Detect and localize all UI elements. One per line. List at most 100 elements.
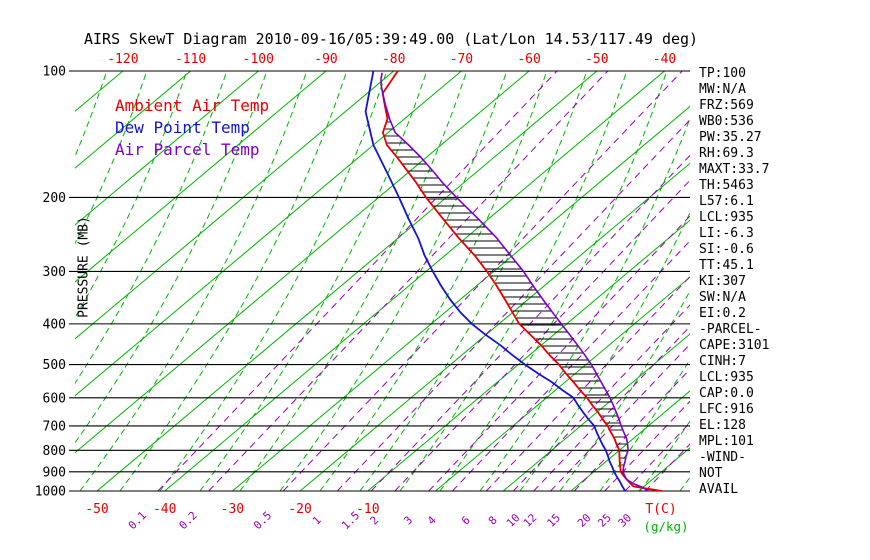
top-temp-tick-label: -60 <box>517 52 540 67</box>
mixing-ratio-tick-label: 25 <box>595 511 614 530</box>
mixing-ratio-line <box>370 154 690 491</box>
top-temp-tick-label: -110 <box>175 52 206 67</box>
stat-line-21: LFC:916 <box>699 402 754 417</box>
stat-line-15: EI:0.2 <box>699 306 746 321</box>
svg-text:25: 25 <box>595 511 614 530</box>
mixing-ratio-line <box>512 304 690 491</box>
mixing-ratio-tick-label: 0.2 <box>177 509 200 532</box>
chart-title: AIRS SkewT Diagram 2010-09-16/05:39:49.0… <box>84 30 699 48</box>
moist-adiabat-line <box>239 71 468 491</box>
svg-text:6: 6 <box>459 514 473 528</box>
moist-adiabat-line <box>840 71 870 491</box>
mixing-unit-label: (g/kg) <box>643 519 688 534</box>
stat-line-14: SW:N/A <box>699 290 746 305</box>
pressure-tick-label: 700 <box>43 419 66 434</box>
mixing-ratio-tick-label: 0.1 <box>126 509 149 532</box>
stat-line-19: LCL:935 <box>699 370 754 385</box>
stat-line-10: LI:-6.3 <box>699 226 754 241</box>
mixing-ratio-tick-label: 12 <box>521 511 540 530</box>
stat-line-7: TH:5463 <box>699 178 754 193</box>
svg-text:8: 8 <box>486 514 500 528</box>
svg-text:20: 20 <box>575 511 594 530</box>
mixing-ratio-line <box>573 368 690 491</box>
stat-line-18: CINH:7 <box>699 354 746 369</box>
legend: Ambient Air Temp Dew Point Temp Air Parc… <box>115 95 269 161</box>
moist-adiabat-line <box>75 71 188 319</box>
top-temp-tick-label: -80 <box>382 52 405 67</box>
grid-lines <box>75 71 870 491</box>
isotherm-line <box>75 71 191 169</box>
stats-panel: TP:100 MW:N/A FRZ:569 WB0:536 PW:35.27 RH:69.… <box>699 66 769 498</box>
stat-line-12: TT:45.1 <box>699 258 754 273</box>
bottom-temp-tick-label: -10 <box>356 502 379 517</box>
isotherm-line <box>435 276 690 491</box>
stat-line-16: -PARCEL- <box>699 322 762 337</box>
moist-adiabat-line <box>319 71 548 491</box>
pressure-tick-label: 900 <box>43 465 66 480</box>
mixing-ratio-tick-label: 1 <box>310 514 324 528</box>
moist-adiabat-line <box>75 71 268 444</box>
mixing-ratio-tick-label: 20 <box>575 511 594 530</box>
mixing-ratio-line <box>550 343 690 491</box>
mixing-ratio-line <box>157 71 558 491</box>
moist-adiabat-line <box>199 71 428 491</box>
stat-line-4: PW:35.27 <box>699 130 762 145</box>
moist-adiabat-line <box>79 71 308 491</box>
temp-unit-label: T(C) <box>645 502 676 517</box>
svg-text:0.1: 0.1 <box>126 509 149 532</box>
moist-adiabat-line <box>519 211 690 491</box>
mixing-ratio-line <box>208 71 609 491</box>
pressure-tick-label: 300 <box>43 265 66 280</box>
mixing-ratio-line <box>452 240 690 491</box>
moist-adiabat-line <box>800 71 870 491</box>
isotherm-line <box>75 71 462 397</box>
svg-text:12: 12 <box>521 511 540 530</box>
mixing-ratio-tick-label: 8 <box>486 514 500 528</box>
pressure-tick-label: 500 <box>43 358 66 373</box>
svg-text:30: 30 <box>616 511 635 530</box>
moist-adiabat-line <box>439 71 668 491</box>
stat-line-13: KI:307 <box>699 274 746 289</box>
top-temp-tick-label: -50 <box>585 52 608 67</box>
mixing-ratio-tick-label: 0.5 <box>251 509 274 532</box>
stat-line-0: TP:100 <box>699 66 746 81</box>
isotherm-line <box>164 71 665 491</box>
legend-dew-point-temp: Dew Point Temp <box>115 118 250 137</box>
svg-text:0.5: 0.5 <box>251 509 274 532</box>
pressure-tick-label: 100 <box>43 65 66 80</box>
isotherm-line <box>570 390 690 491</box>
svg-text:4: 4 <box>425 513 439 527</box>
mixing-ratio-line <box>282 71 683 491</box>
stat-line-9: LCL:935 <box>699 210 754 225</box>
isotherm-line <box>96 71 598 491</box>
stat-line-24: -WIND- <box>699 450 746 465</box>
top-temp-tick-label: -120 <box>107 52 138 67</box>
stat-line-6: MAXT:33.7 <box>699 162 770 177</box>
pressure-axis-label: PRESSURE (MB) <box>76 216 92 318</box>
legend-ambient-air-temp: Ambient Air Temp <box>115 96 270 115</box>
moist-adiabat-line <box>159 71 388 491</box>
mixing-ratio-line <box>485 275 690 491</box>
mixing-ratio-line <box>604 400 690 491</box>
stat-line-5: RH:69.3 <box>699 146 754 161</box>
stat-line-11: SI:-0.6 <box>699 242 754 257</box>
svg-text:0.2: 0.2 <box>177 509 200 532</box>
stat-line-22: EL:128 <box>699 418 746 433</box>
moist-adiabat-line <box>279 71 508 491</box>
isotherm-line <box>75 71 530 454</box>
bottom-temp-tick-label: -20 <box>288 502 311 517</box>
isotherm-line <box>75 71 395 340</box>
isotherm-line <box>75 71 259 226</box>
isotherm-line <box>75 71 327 283</box>
mixing-ratio-line <box>533 325 690 491</box>
stat-line-2: FRZ:569 <box>699 98 754 113</box>
mixing-ratio-tick-label: 6 <box>459 514 473 528</box>
stat-line-17: CAPE:3101 <box>699 338 770 353</box>
svg-text:15: 15 <box>545 511 564 530</box>
isotherm-line <box>502 333 690 491</box>
top-temp-tick-label: -100 <box>243 52 274 67</box>
pressure-tick-label: 1000 <box>35 485 66 500</box>
svg-text:3: 3 <box>401 514 415 528</box>
